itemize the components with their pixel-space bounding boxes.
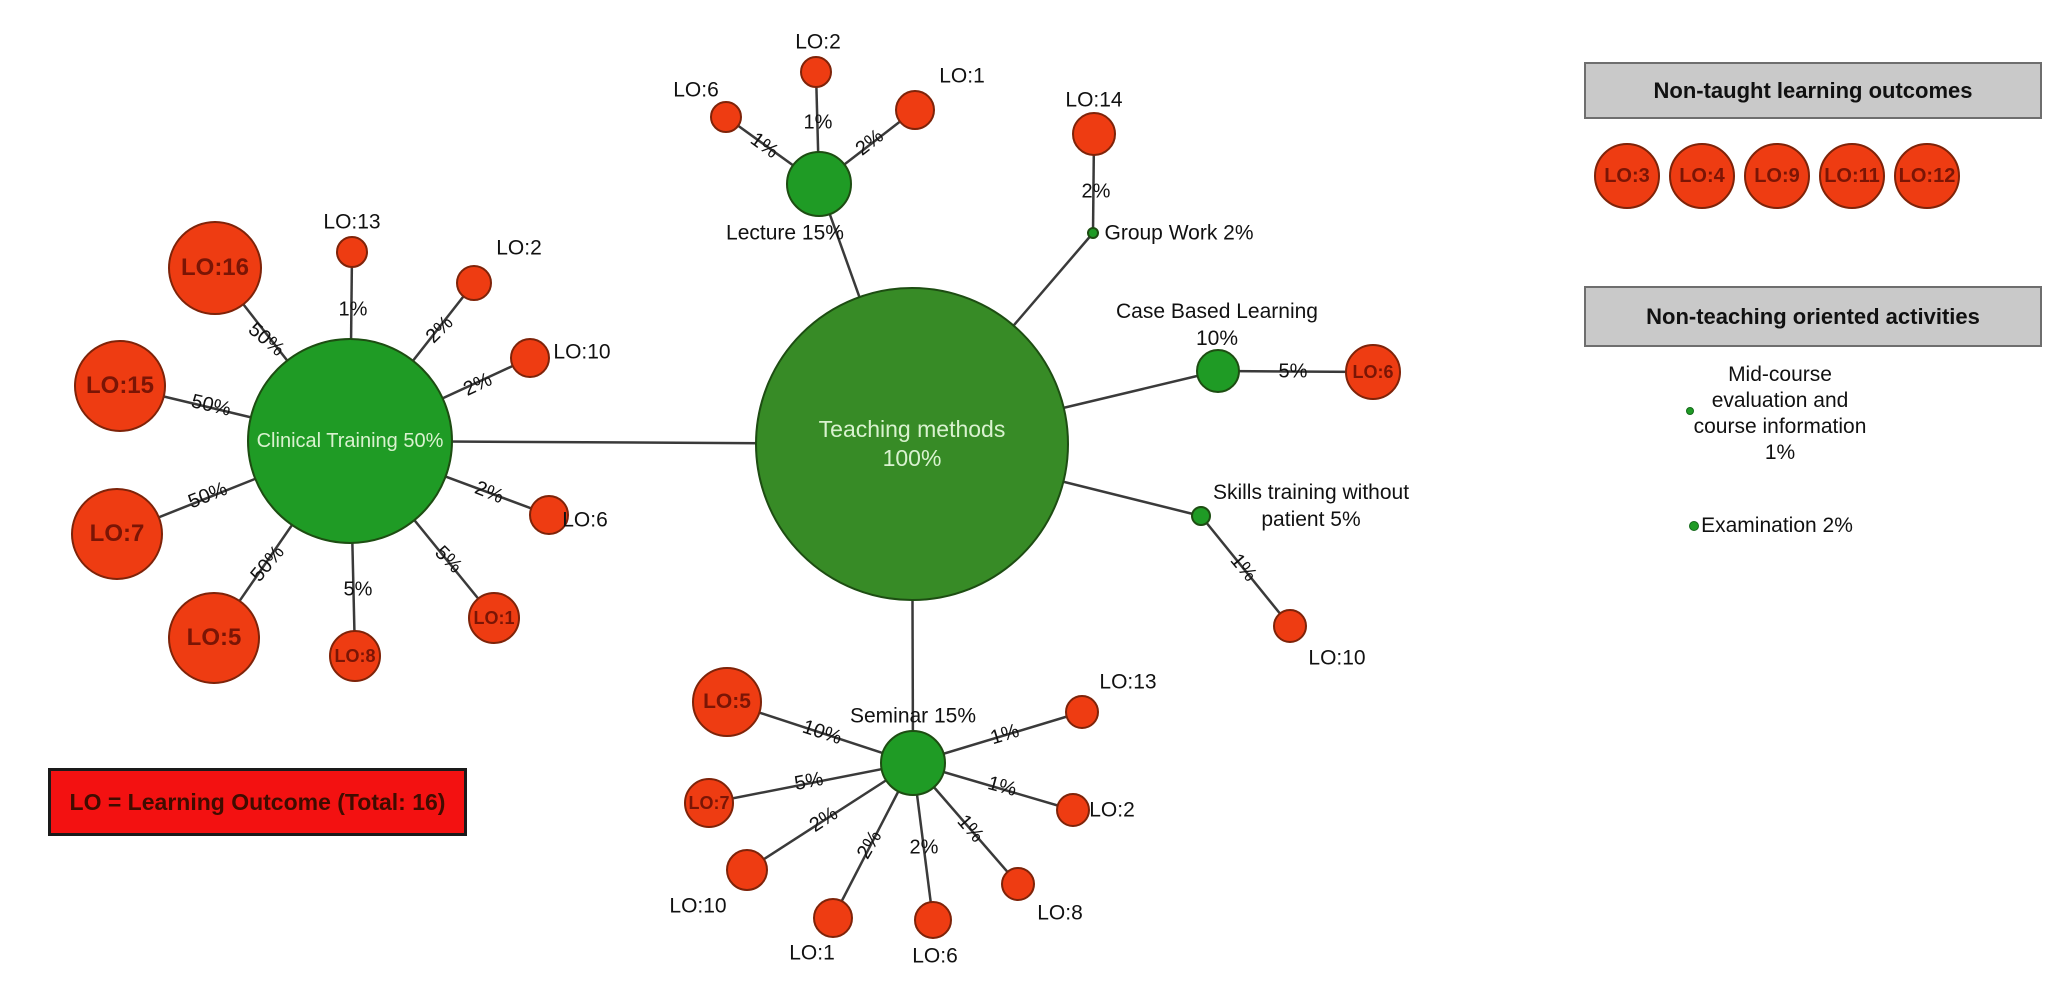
node-s8 bbox=[1001, 867, 1035, 901]
edge-label-seminar-s8: 1% bbox=[952, 810, 989, 847]
node-s10 bbox=[726, 849, 768, 891]
non-taught-node-lo-4: LO:4 bbox=[1669, 143, 1735, 209]
non-taught-node-lo-3: LO:3 bbox=[1594, 143, 1660, 209]
node-casebased-label: Case Based Learning 10% bbox=[1116, 300, 1318, 350]
edge-label-groupwork-g14: 2% bbox=[1081, 180, 1111, 203]
node-c10-label: LO:10 bbox=[553, 340, 611, 364]
non-taught-header: Non-taught learning outcomes bbox=[1584, 62, 2042, 119]
node-s5: LO:5 bbox=[692, 667, 762, 737]
edge-label-lecture-l6: 1% bbox=[746, 128, 783, 163]
node-l6-label: LO:6 bbox=[673, 78, 719, 102]
legend-text: LO = Learning Outcome (Total: 16) bbox=[69, 788, 446, 815]
node-groupwork bbox=[1087, 227, 1099, 239]
node-l6 bbox=[710, 101, 742, 133]
legend-box: LO = Learning Outcome (Total: 16) bbox=[48, 768, 467, 836]
activity-text-1: Examination 2% bbox=[1701, 514, 1853, 537]
node-c2 bbox=[456, 265, 492, 301]
node-c5: LO:5 bbox=[168, 592, 260, 684]
node-s2 bbox=[1056, 793, 1090, 827]
non-taught-outcomes-row: LO:3 LO:4 LO:9 LO:11 LO:12 bbox=[1594, 143, 1960, 209]
edge-label-lecture-l1: 2% bbox=[851, 125, 888, 161]
node-c1: LO:1 bbox=[468, 592, 520, 644]
node-sk10-label: LO:10 bbox=[1308, 646, 1366, 670]
node-c6 bbox=[529, 495, 569, 535]
node-sk10 bbox=[1273, 609, 1307, 643]
node-s13-label: LO:13 bbox=[1099, 670, 1157, 694]
node-c15: LO:15 bbox=[74, 340, 166, 432]
edge-label-seminar-s2: 1% bbox=[985, 772, 1019, 801]
node-c10 bbox=[510, 338, 550, 378]
node-l2 bbox=[800, 56, 832, 88]
node-s1-label: LO:1 bbox=[789, 941, 835, 965]
node-teaching: Teaching methods 100% bbox=[755, 287, 1069, 601]
edge-label-lecture-l2: 1% bbox=[803, 111, 833, 134]
edge-label-clinical-c7: 50% bbox=[185, 477, 231, 514]
edge-label-clinical-c6: 2% bbox=[471, 476, 507, 509]
node-seminar bbox=[880, 730, 946, 796]
edge-label-seminar-s1: 2% bbox=[852, 826, 887, 863]
edge-label-seminar-s13: 1% bbox=[987, 719, 1022, 750]
non-taught-node-lo-9: LO:9 bbox=[1744, 143, 1810, 209]
node-s7: LO:7 bbox=[684, 778, 734, 828]
activity-dot-1 bbox=[1689, 521, 1699, 531]
node-skills-label: Skills training without patient 5% bbox=[1212, 481, 1410, 531]
non-taught-title: Non-taught learning outcomes bbox=[1653, 77, 1973, 103]
node-groupwork-label: Group Work 2% bbox=[1104, 221, 1254, 245]
edge-label-seminar-s5: 10% bbox=[799, 715, 845, 750]
node-g14-label: LO:14 bbox=[1065, 88, 1123, 112]
edge-label-seminar-s10: 2% bbox=[805, 802, 842, 837]
node-c2-label: LO:2 bbox=[496, 236, 542, 260]
node-c6-label: LO:6 bbox=[562, 508, 608, 532]
edge-label-clinical-c10: 2% bbox=[460, 368, 496, 401]
node-g14 bbox=[1072, 112, 1116, 156]
activity-text-0: Mid-course evaluation and course informa… bbox=[1693, 363, 1867, 464]
edge-skills-sk10 bbox=[1200, 515, 1291, 627]
node-seminar-label: Seminar 15% bbox=[849, 704, 977, 728]
node-c13-label: LO:13 bbox=[323, 210, 381, 234]
node-s10-label: LO:10 bbox=[669, 894, 727, 918]
node-c7: LO:7 bbox=[71, 488, 163, 580]
edge-label-casebased-cb6: 5% bbox=[1278, 360, 1308, 383]
node-casebased bbox=[1196, 349, 1240, 393]
node-s6 bbox=[914, 901, 952, 939]
edge-seminar-s7 bbox=[708, 761, 914, 805]
node-l2-label: LO:2 bbox=[795, 30, 841, 54]
node-c16: LO:16 bbox=[168, 221, 262, 315]
edge-label-clinical-c8: 5% bbox=[343, 578, 373, 601]
node-s6-label: LO:6 bbox=[912, 944, 958, 968]
node-skills bbox=[1191, 506, 1211, 526]
node-clinical: Clinical Training 50% bbox=[247, 338, 453, 544]
node-l1 bbox=[895, 90, 935, 130]
non-taught-node-lo-12: LO:12 bbox=[1894, 143, 1960, 209]
node-s1 bbox=[813, 898, 853, 938]
node-c13 bbox=[336, 236, 368, 268]
edge-label-clinical-c16: 50% bbox=[243, 318, 289, 361]
edge-label-clinical-c15: 50% bbox=[189, 390, 234, 421]
node-s2-label: LO:2 bbox=[1089, 798, 1135, 822]
non-taught-node-lo-11: LO:11 bbox=[1819, 143, 1885, 209]
edge-label-clinical-c5: 50% bbox=[246, 541, 289, 587]
node-cb6: LO:6 bbox=[1345, 344, 1401, 400]
node-l1-label: LO:1 bbox=[939, 64, 985, 88]
node-c8: LO:8 bbox=[329, 630, 381, 682]
node-s13 bbox=[1065, 695, 1099, 729]
edge-label-seminar-s6: 2% bbox=[909, 836, 939, 859]
edge-label-skills-sk10: 1% bbox=[1225, 549, 1262, 586]
edge-label-clinical-c1: 5% bbox=[430, 541, 467, 578]
node-lecture-label: Lecture 15% bbox=[726, 221, 844, 245]
non-teaching-title: Non-teaching oriented activities bbox=[1646, 303, 1980, 329]
activity-dot-0 bbox=[1686, 407, 1694, 415]
node-lecture bbox=[786, 151, 852, 217]
edge-label-seminar-s7: 5% bbox=[792, 767, 826, 796]
node-s8-label: LO:8 bbox=[1037, 901, 1083, 925]
edge-label-clinical-c13: 1% bbox=[338, 298, 368, 321]
edge-label-clinical-c2: 2% bbox=[421, 311, 458, 348]
non-teaching-header: Non-teaching oriented activities bbox=[1584, 286, 2042, 347]
